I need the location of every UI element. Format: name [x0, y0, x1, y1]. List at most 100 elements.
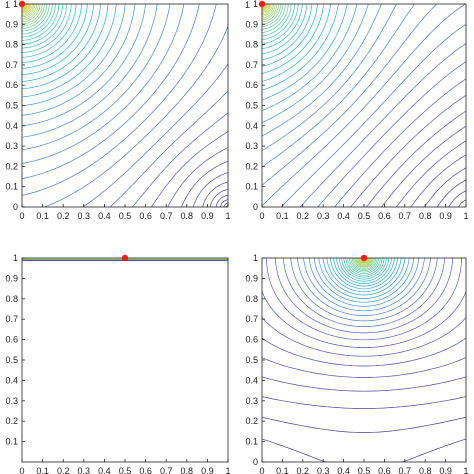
x-tick-label: 1: [463, 211, 468, 221]
contour-line: [261, 396, 467, 409]
axes-frame: [21, 257, 229, 463]
contour-line: [192, 172, 229, 208]
y-tick-label: 0.5: [5, 101, 18, 111]
contour-line: [261, 3, 369, 124]
contour-line: [261, 3, 284, 28]
contour-line: [303, 257, 425, 312]
y-tick-label: 0.5: [245, 101, 258, 111]
y-tick-label: 0.8: [5, 40, 18, 50]
x-tick-label: 0.8: [181, 211, 194, 221]
contour-line: [299, 43, 467, 208]
contour-line: [21, 3, 88, 69]
contour-line: [21, 3, 200, 180]
contour-line: [21, 3, 34, 16]
contour-line: [336, 257, 392, 284]
contour-line: [261, 3, 331, 82]
contour-line: [313, 257, 415, 303]
x-tick-label: 0.5: [358, 466, 371, 474]
contour-line: [21, 3, 33, 15]
contour-line: [220, 199, 229, 208]
contour-line: [21, 3, 60, 41]
contour-line: [356, 257, 372, 266]
contour-line: [21, 3, 37, 19]
contour-line: [345, 257, 383, 276]
contour-line: [381, 125, 467, 208]
y-tick-label: 0.4: [245, 375, 258, 385]
x-tick-label: 0.9: [201, 466, 214, 474]
contour-line: [261, 3, 358, 112]
x-tick-label: 0.8: [419, 466, 432, 474]
contour-line: [353, 257, 375, 269]
contour-line: [282, 257, 446, 327]
x-tick-label: 0.5: [119, 211, 132, 221]
y-tick-label: 0.3: [245, 141, 258, 151]
contour-line: [261, 3, 271, 13]
contour-line: [261, 3, 308, 55]
contour-line: [436, 179, 467, 208]
contour-line: [448, 190, 467, 208]
contour-line: [261, 3, 276, 19]
x-tick-label: 0.4: [98, 211, 111, 221]
x-tick-label: 0.6: [139, 211, 152, 221]
contour-line: [215, 194, 229, 208]
y-tick-label: 0.5: [5, 355, 18, 365]
contour-line: [261, 3, 437, 186]
contour-line: [261, 317, 467, 357]
contour-line: [202, 181, 229, 208]
contour-line: [223, 202, 229, 208]
contour-line: [261, 3, 270, 12]
contour-line: [261, 337, 467, 367]
contour-line: [21, 3, 27, 9]
contour-line: [274, 257, 454, 334]
contour-line: [261, 3, 325, 74]
contour-lines: [261, 257, 467, 463]
contour-line: [261, 3, 289, 33]
contour-line: [424, 167, 467, 208]
contour-line: [261, 4, 318, 67]
contour-line: [21, 3, 56, 38]
contour-line: [308, 257, 420, 307]
source-point-marker: [18, 0, 26, 8]
contour-line: [261, 3, 313, 61]
contour-line: [334, 78, 467, 208]
panel-top-right: 0 0.1 0.2 0.3 0.4 0.5 0.6 0.7 0.8 0.9 1 0 0.1 0.2 0.3 0…: [245, 0, 469, 221]
panel-top-left: 0 0.1 0.2 0.3 0.4 0.5 0.6 0.7 0.8 0.9 1 0 0.1 0.2 0.3 0…: [5, 0, 231, 221]
contour-line: [396, 140, 467, 208]
x-tick-label: 0: [259, 211, 264, 221]
contour-line: [21, 3, 28, 10]
x-tick-label: 0.9: [201, 211, 214, 221]
contour-line: [21, 3, 64, 45]
contour-line: [343, 257, 385, 278]
contour-line: [261, 376, 467, 392]
x-tick-label: 0.7: [160, 211, 173, 221]
contour-line: [261, 3, 466, 207]
x-tick-label: 0.7: [160, 466, 173, 474]
x-tick-label: 0.7: [399, 466, 412, 474]
x-tick-label: 0: [19, 466, 24, 474]
x-tick-label: 0.6: [378, 211, 391, 221]
contour-line: [21, 3, 53, 35]
x-tick-label: 0.3: [78, 466, 91, 474]
contour-line: [21, 3, 48, 29]
contour-line: [458, 199, 467, 208]
contour-line: [167, 147, 229, 208]
contour-line: [357, 257, 371, 264]
y-tick-label: 0.9: [245, 273, 258, 283]
y-tick-label: 0.8: [245, 40, 258, 50]
contour-line: [261, 3, 382, 137]
contour-line: [21, 3, 68, 49]
y-tick-label: 0.1: [245, 437, 258, 447]
contour-line: [357, 257, 371, 265]
contour-line: [410, 154, 467, 208]
x-tick-label: 0.9: [439, 211, 452, 221]
contour-line: [21, 3, 136, 116]
contour-line: [261, 357, 467, 378]
source-point-marker: [121, 254, 129, 262]
x-tick-label: 0.2: [297, 466, 310, 474]
y-tick-label: 0: [13, 202, 18, 212]
contour-line: [290, 257, 438, 322]
contour-line: [21, 3, 77, 58]
contour-line: [341, 257, 387, 280]
x-tick-label: 1: [463, 466, 468, 474]
y-tick-label: 0.7: [5, 60, 18, 70]
